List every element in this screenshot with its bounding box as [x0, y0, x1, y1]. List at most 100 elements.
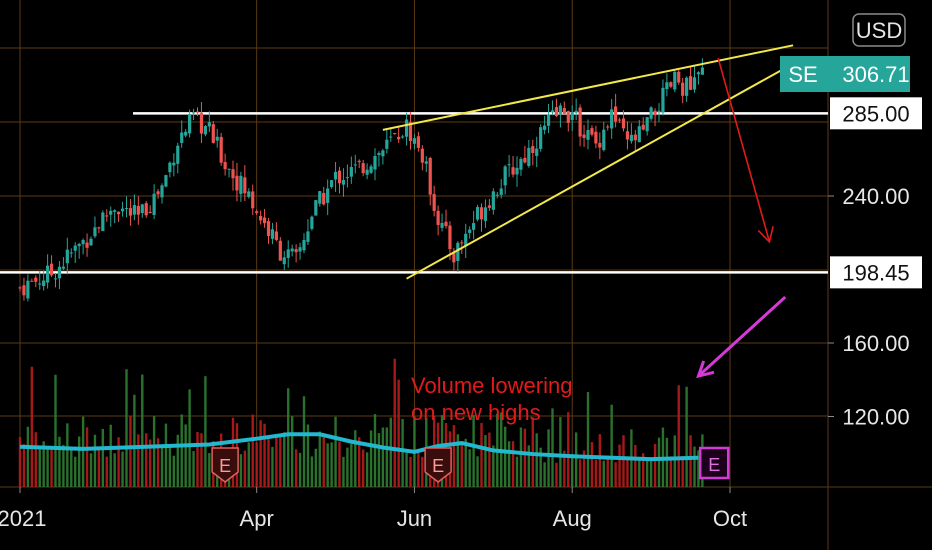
volume-bar-101 — [417, 451, 420, 487]
earnings-marker-1 — [424, 447, 452, 483]
volume-bar-36 — [160, 445, 164, 487]
volume-bar-140 — [571, 453, 574, 487]
volume-bar-89 — [369, 430, 373, 487]
candle-body-115 — [472, 223, 476, 230]
volume-bar-134 — [547, 429, 550, 487]
candle-body-149 — [606, 126, 610, 128]
candle-body-89 — [369, 166, 373, 173]
volume-bar-85 — [354, 430, 357, 487]
candle-body-62 — [262, 217, 267, 224]
candle-body-15 — [77, 243, 81, 247]
volume-bar-57 — [243, 450, 247, 487]
candle-body-77 — [322, 192, 326, 205]
candle-body-152 — [617, 119, 622, 121]
volume-bar-81 — [338, 441, 341, 487]
candle-body-81 — [337, 170, 342, 184]
candle-body-129 — [527, 147, 531, 166]
volume-bar-5 — [38, 446, 41, 487]
candle-body-151 — [614, 106, 618, 122]
volume-bar-154 — [626, 458, 629, 487]
candle-body-107 — [440, 222, 444, 228]
volume-bar-92 — [381, 427, 385, 487]
candle-body-67 — [282, 257, 286, 265]
candle-body-30 — [136, 205, 140, 215]
volume-bar-42 — [184, 424, 187, 487]
level-box-0 — [830, 97, 922, 130]
candle-body-160 — [649, 107, 653, 119]
candle-body-94 — [389, 136, 393, 138]
candle-body-109 — [448, 225, 452, 250]
candle-body-39 — [172, 162, 176, 166]
candle-body-46 — [199, 112, 204, 134]
volume-bar-144 — [586, 392, 590, 487]
volume-bar-8 — [50, 446, 53, 487]
candle-body-128 — [523, 157, 527, 163]
candle-body-40 — [176, 145, 180, 164]
volume-bar-6 — [42, 441, 45, 487]
wedge-line-1 — [406, 62, 794, 280]
volume-bar-161 — [653, 444, 657, 487]
last-price-label: 306.71 — [842, 62, 909, 87]
volume-bar-152 — [618, 444, 621, 487]
volume-bar-139 — [567, 412, 570, 487]
volume-bar-91 — [377, 433, 381, 487]
candle-body-21 — [101, 212, 105, 232]
volume-bar-126 — [515, 456, 519, 487]
candle-body-116 — [475, 207, 480, 220]
x-tick-label-4: Oct — [713, 506, 747, 531]
candle-body-69 — [290, 248, 294, 252]
volume-bar-58 — [247, 442, 250, 487]
currency-box[interactable] — [852, 13, 906, 47]
volume-bar-93 — [385, 427, 389, 487]
candle-body-138 — [562, 108, 566, 114]
volume-bar-165 — [669, 456, 673, 487]
candle-body-18 — [89, 238, 93, 246]
candle-body-134 — [546, 114, 551, 126]
earnings-label-2: E — [708, 455, 720, 475]
x-tick-label-2: Jun — [397, 506, 432, 531]
volume-bar-171 — [693, 446, 696, 487]
candle-body-130 — [531, 146, 535, 154]
y-tick-label-0: 240.00 — [842, 184, 909, 209]
volume-bar-77 — [322, 434, 325, 487]
candle-body-83 — [345, 177, 349, 179]
candle-body-142 — [578, 107, 582, 137]
volume-bar-172 — [697, 450, 700, 487]
pointer-arrow-shaft — [697, 295, 787, 378]
candle-body-14 — [73, 245, 77, 251]
candle-body-140 — [570, 112, 574, 120]
volume-bar-86 — [358, 437, 361, 487]
volume-bar-28 — [129, 415, 132, 487]
candle-body-70 — [294, 249, 298, 253]
candle-body-33 — [148, 211, 152, 213]
currency-label[interactable]: USD — [856, 18, 902, 43]
volume-bar-66 — [279, 436, 282, 487]
candle-body-124 — [507, 164, 511, 166]
candle-body-54 — [231, 169, 235, 179]
volume-bar-25 — [117, 437, 120, 487]
volume-bar-111 — [456, 434, 460, 487]
volume-bar-71 — [298, 452, 302, 487]
candle-body-103 — [424, 161, 428, 164]
volume-bar-18 — [89, 453, 93, 487]
candle-body-1 — [22, 285, 26, 296]
volume-bar-40 — [176, 434, 179, 487]
candle-body-146 — [594, 131, 598, 144]
volume-bar-41 — [180, 414, 183, 487]
candle-body-93 — [385, 139, 389, 149]
annotation-line-1: Volume lowering — [411, 373, 572, 398]
volume-bar-94 — [389, 417, 392, 487]
volume-bar-135 — [551, 408, 554, 487]
candle-body-106 — [436, 210, 440, 225]
candle-body-11 — [61, 266, 65, 269]
candle-body-155 — [629, 134, 633, 142]
volume-bar-65 — [275, 436, 278, 487]
volume-bar-117 — [480, 422, 483, 487]
volume-bar-136 — [555, 462, 558, 487]
volume-bar-102 — [421, 456, 424, 487]
volume-bar-149 — [606, 455, 609, 487]
symbol-label: SE — [788, 62, 817, 87]
volume-bar-67 — [283, 432, 286, 487]
volume-bar-39 — [172, 455, 176, 487]
